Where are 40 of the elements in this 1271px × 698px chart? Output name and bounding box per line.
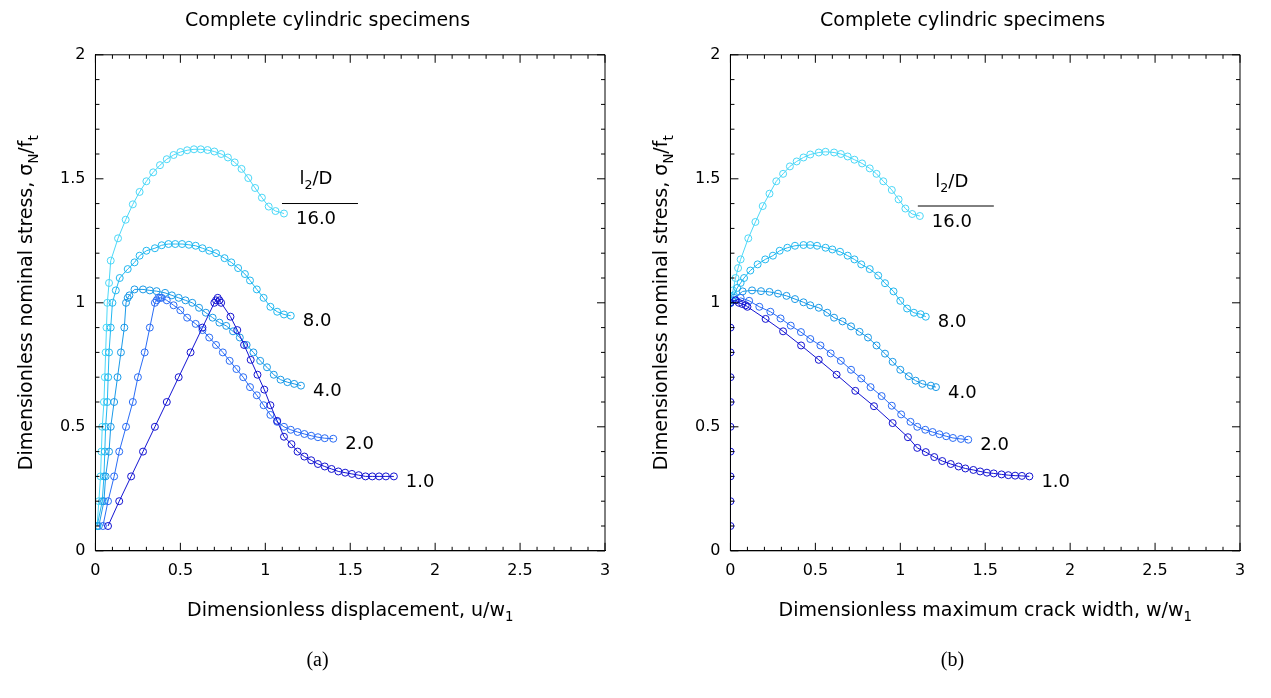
y-axis-title: Dimensionless nominal stress, σN/ft — [14, 135, 41, 471]
x-tick-label: 0 — [90, 559, 101, 579]
y-tick-label: 0 — [75, 539, 86, 559]
series-label: 1.0 — [405, 470, 435, 492]
y-tick-label: 2 — [710, 43, 721, 63]
y-axis-title: Dimensionless nominal stress, σN/ft — [649, 135, 676, 471]
y-tick-label: 0.5 — [694, 415, 721, 435]
text: (a) — [305, 648, 330, 671]
x-tick-label: 0 — [725, 559, 736, 579]
y-tick-label: 0 — [710, 539, 721, 559]
x-tick-label: 1 — [260, 559, 271, 579]
series-label: 4.0 — [312, 379, 342, 401]
y-tick-label: 1 — [75, 291, 86, 311]
series-label: 4.0 — [947, 380, 977, 402]
x-tick-label: 1.5 — [337, 559, 363, 579]
y-tick-label: 1 — [710, 291, 721, 311]
series-label: 8.0 — [302, 309, 332, 331]
x-tick-label: 3 — [599, 559, 611, 579]
y-tick-label: 1.5 — [694, 167, 721, 187]
x-tick-label: 1.5 — [972, 559, 998, 579]
x-tick-label: 2.5 — [1142, 559, 1168, 579]
y-tick-label: 1.5 — [59, 167, 86, 187]
series-label: 8.0 — [937, 310, 967, 332]
x-tick-label: 0.5 — [167, 559, 194, 579]
y-tick-label: 0.5 — [59, 415, 86, 435]
x-tick-label: 2.5 — [507, 559, 533, 579]
chart-title: Complete cylindric specimens — [819, 8, 1106, 31]
x-tick-label: 2 — [430, 559, 441, 579]
x-tick-label: 2 — [1065, 559, 1076, 579]
series-label: 2.0 — [345, 432, 374, 454]
series-label: 2.0 — [980, 433, 1009, 455]
series-label: 16.0 — [931, 209, 972, 231]
x-tick-label: 3 — [1234, 559, 1246, 579]
y-tick-label: 2 — [75, 43, 86, 63]
x-tick-label: 1 — [895, 559, 906, 579]
chart-title: Complete cylindric specimens — [184, 8, 471, 31]
text: (b) — [939, 648, 966, 671]
x-tick-label: 0.5 — [802, 559, 829, 579]
series-label: 16.0 — [295, 207, 337, 229]
series-label: 1.0 — [1041, 470, 1071, 492]
